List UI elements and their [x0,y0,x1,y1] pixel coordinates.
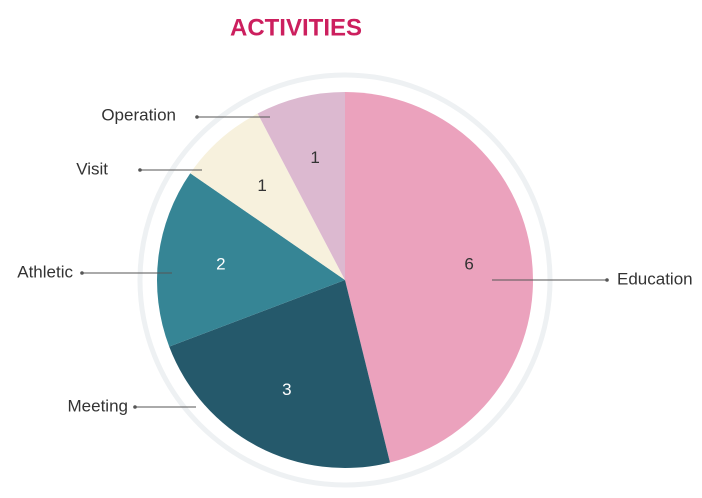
value-label: 1 [257,176,266,195]
chart-title: ACTIVITIES [230,14,362,41]
pie-slice [345,92,533,463]
category-label: Operation [101,105,176,124]
leader-dot [80,271,84,275]
value-label: 2 [216,254,225,273]
value-label: 1 [310,148,319,167]
leader-dot [138,168,142,172]
category-label: Visit [76,159,108,178]
category-label: Education [617,269,693,288]
pie-slice [157,173,345,347]
value-label: 6 [464,254,473,273]
leader-dot [195,115,199,119]
leader-dot [133,405,137,409]
pie-slice [190,113,345,280]
pie-slice [257,92,345,280]
category-label: Athletic [17,262,73,281]
pie-slice [169,280,390,468]
value-label: 3 [282,380,291,399]
leader-dot [605,278,609,282]
category-label: Meeting [68,396,128,415]
